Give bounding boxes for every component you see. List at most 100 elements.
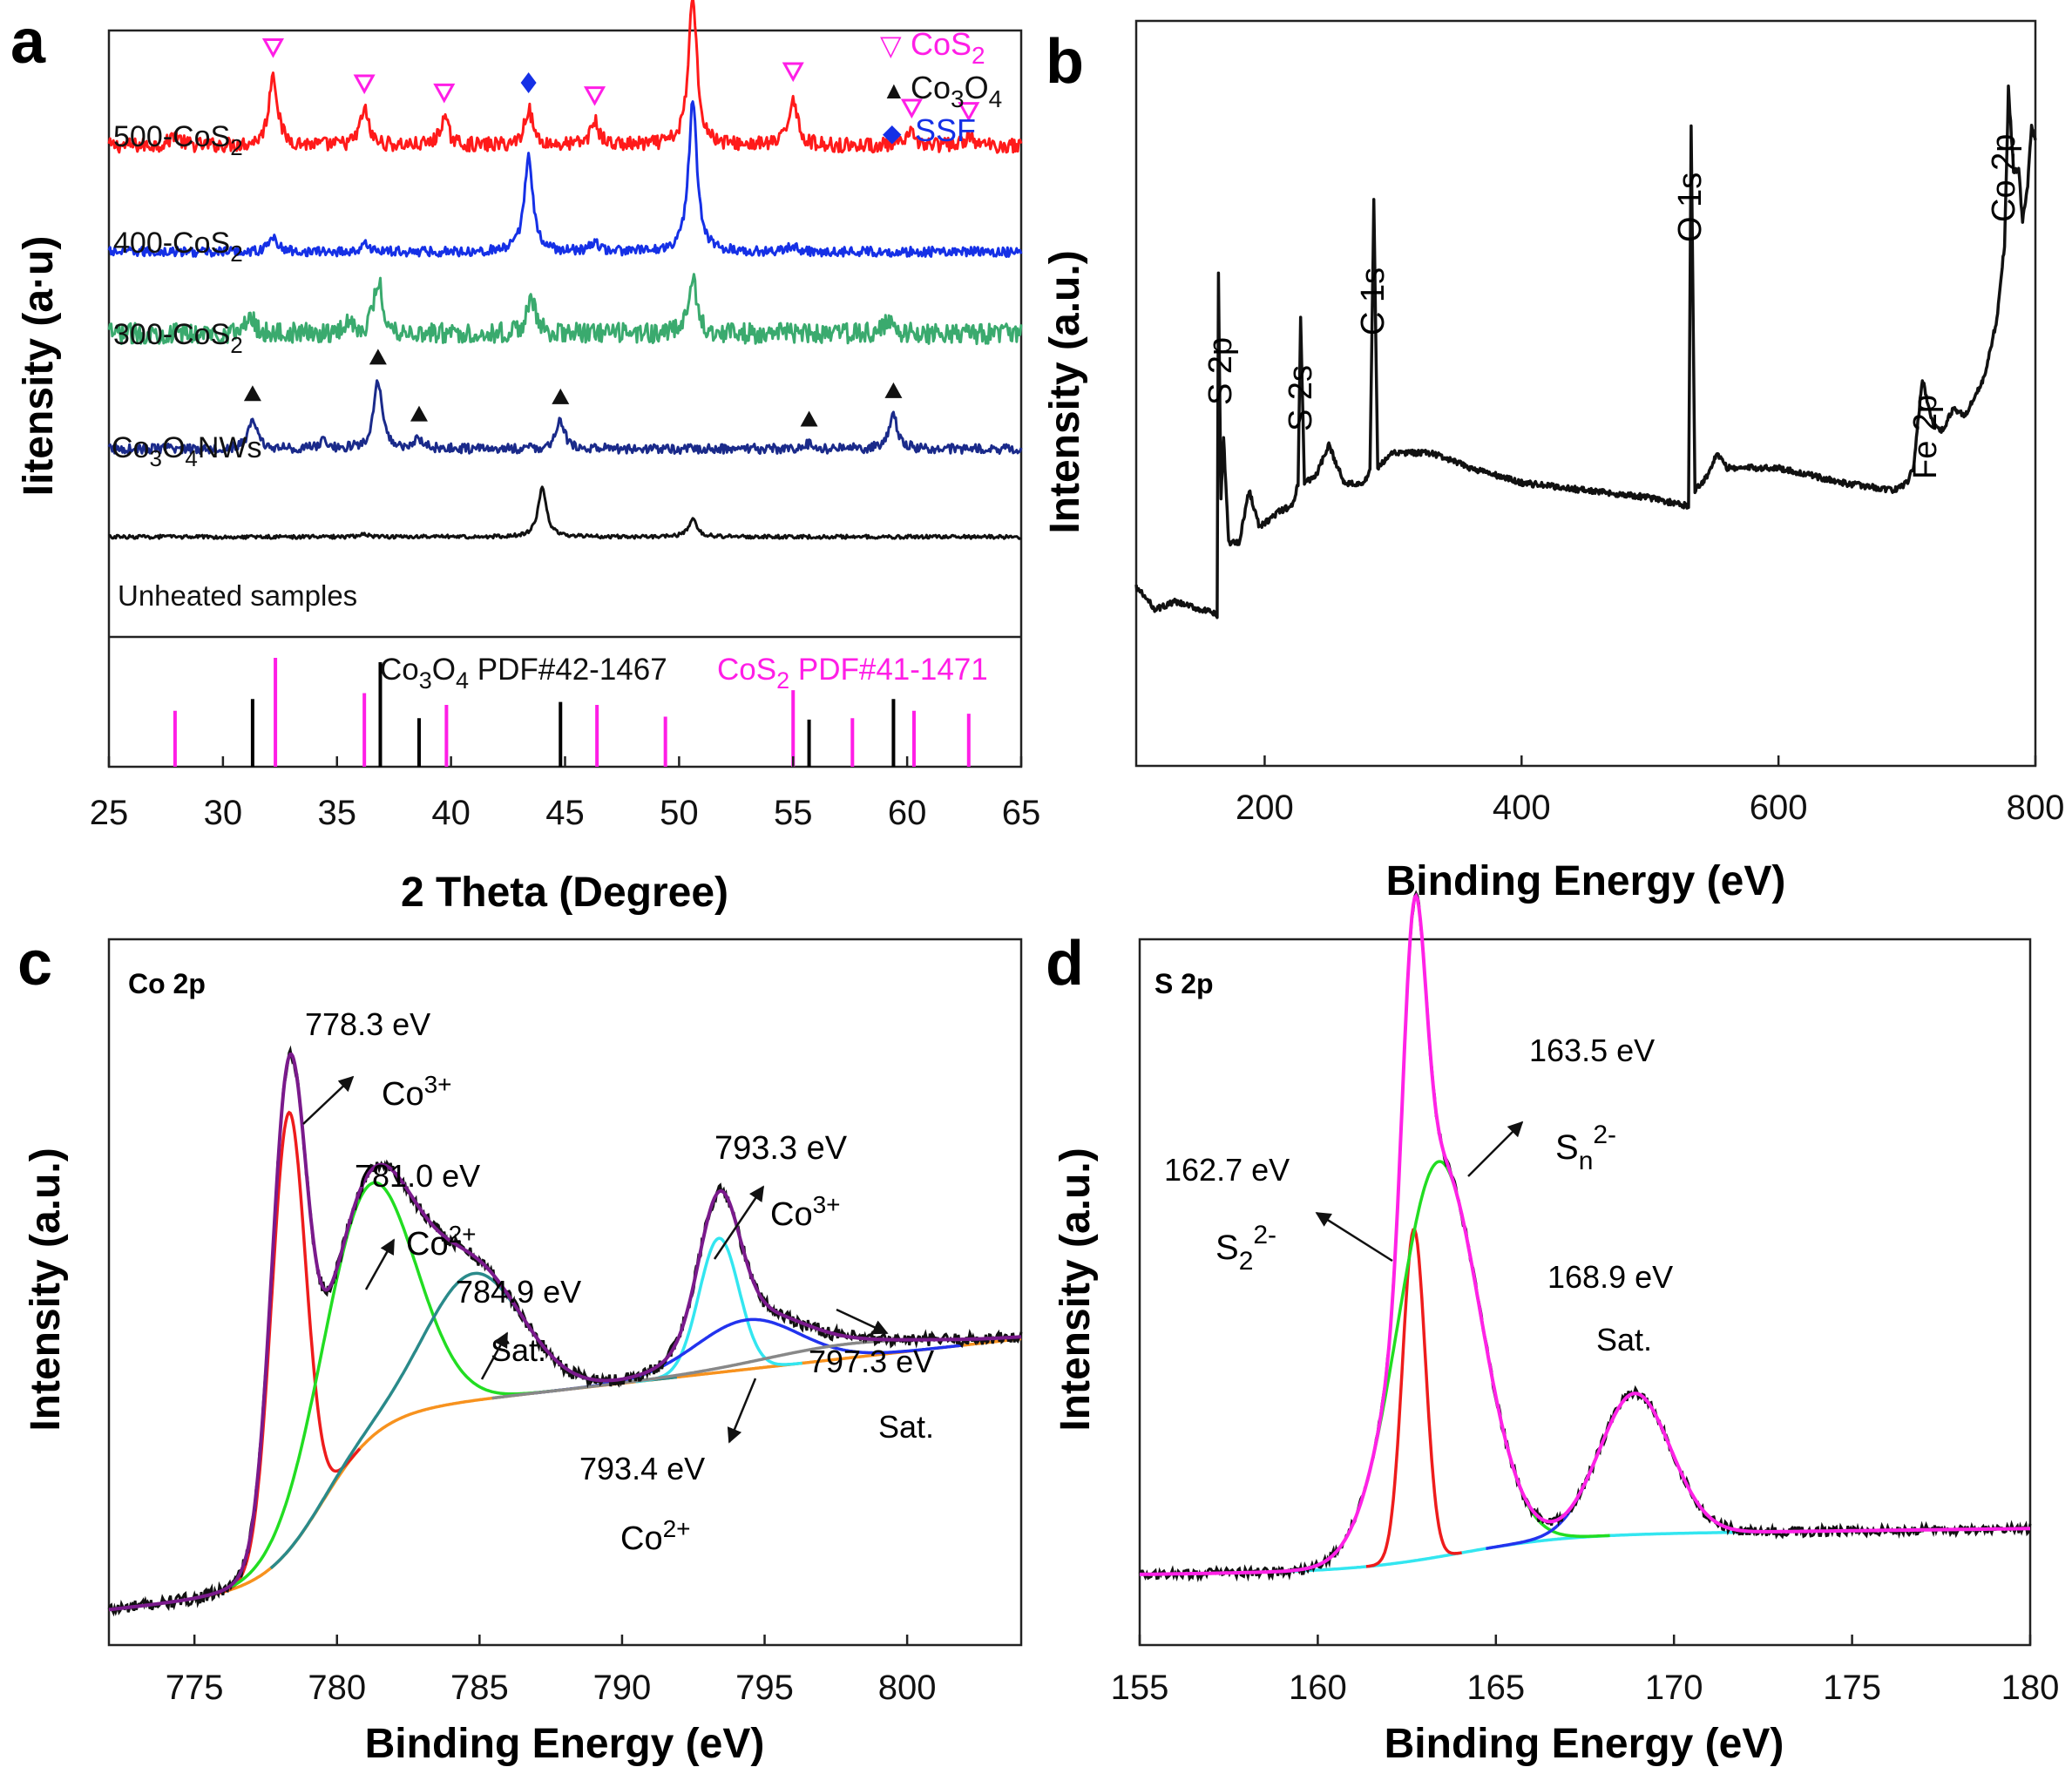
co3o4-marker [410, 405, 428, 422]
panel-a-y-axis-label: Iitensity (a·u) [16, 236, 62, 497]
fit-envelope [1140, 892, 2030, 1576]
cos2-marker [583, 86, 606, 106]
panel-c-y-axis-label: Intensity (a.u.) [23, 1148, 69, 1431]
fit-component-0 [1365, 1228, 1462, 1568]
cos2-marker [261, 37, 285, 58]
panel-b-y-axis-label: Intensity (a.u.) [1042, 250, 1088, 533]
panel-b-letter: b [1046, 27, 1084, 97]
pattern-2 [107, 273, 1023, 346]
co3o4-marker [369, 349, 387, 365]
sample-label-400: 400-CoS2 [113, 227, 243, 267]
legend-cos2-marker: ▽ [880, 30, 902, 61]
sample-label-300: 300-CoS2 [113, 318, 243, 358]
panel-a-xrd: a 25 30 35 40 45 50 55 60 65 500-CoS2 400-CoS2 3… [10, 0, 1040, 916]
panel-a-x-axis-label: 2 Theta (Degree) [401, 870, 728, 916]
panel-d-y-axis-label: Intensity (a.u.) [1053, 1148, 1099, 1431]
panel-d-fit-curves [1138, 890, 2032, 1583]
peak-label-o1s: O 1s [1672, 173, 1709, 242]
cos2-marker [900, 98, 923, 119]
c-series-x-tick-label: 800 [878, 1669, 937, 1707]
b-x-tick-label: 600 [1750, 789, 1808, 827]
c-arrow-793-3 [713, 1185, 765, 1260]
a-x-tick-label: 30 [204, 794, 243, 832]
c-arrow-778 [302, 1075, 355, 1125]
panel-d-x-axis-label: Binding Energy (eV) [1385, 1721, 1784, 1767]
panel-c-frame [107, 938, 1023, 1647]
legend-co3o4-label: Co3O4 [911, 70, 1002, 112]
d-series-x-tick-label: 160 [1289, 1669, 1347, 1707]
c-label-778-species: Co3+ [382, 1071, 452, 1113]
legend-ssf-label: SSF [915, 112, 976, 148]
panel-c-title: Co 2p [128, 968, 206, 999]
a-x-tick-label: 65 [1002, 794, 1041, 832]
pattern-0 [107, 0, 1023, 154]
panel-d-x-ticks: 155 160 165 170 175 180 [1111, 1635, 2060, 1707]
reference-label-co3o4: Co3O4 PDF#42-1467 [380, 653, 667, 694]
cos2-marker [958, 102, 980, 122]
a-x-tick-label: 60 [888, 794, 927, 832]
sample-label-co3o4-nws: Co3O4NWs [112, 431, 262, 471]
a-x-tick-label: 55 [774, 794, 813, 832]
c-arrow-781 [364, 1238, 396, 1290]
sample-label-unheated: Unheated samples [118, 579, 357, 612]
panel-a-peak-markers [243, 37, 980, 427]
d-series-x-tick-label: 175 [1823, 1669, 1881, 1707]
b-x-tick-label: 400 [1493, 789, 1551, 827]
co3o4-marker [884, 382, 903, 398]
sample-label-500: 500-CoS2 [113, 120, 243, 160]
co3o4-marker [552, 388, 570, 404]
d-label-162-energy: 162.7 eV [1164, 1152, 1290, 1188]
a-x-tick-label: 50 [660, 794, 699, 832]
a-x-tick-label: 45 [545, 794, 585, 832]
d-arrow-162 [1315, 1211, 1393, 1263]
c-series-x-tick-label: 785 [450, 1669, 509, 1707]
panel-b-frame [1134, 19, 2037, 768]
c-label-778-energy: 778.3 eV [305, 1006, 430, 1042]
d-series-x-tick-label: 165 [1466, 1669, 1525, 1707]
cos2-marker [433, 83, 456, 104]
panel-b-x-ticks: 200 400 600 800 [1236, 755, 2064, 827]
c-label-785-energy: 784.9 eV [456, 1274, 581, 1310]
d-label-163-energy: 163.5 eV [1529, 1033, 1655, 1068]
d-label-162-species: S22- [1215, 1221, 1276, 1276]
panel-a-legend: ▽ CoS2 ▲ Co3O4 ◆ SSF [880, 26, 1002, 148]
d-label-163-species: Sn2- [1555, 1121, 1616, 1175]
fit-component-2 [269, 1271, 677, 1570]
d-series-x-tick-label: 180 [2001, 1669, 2060, 1707]
panel-c-x-axis-label: Binding Energy (eV) [365, 1721, 765, 1767]
cos2-marker [782, 62, 804, 83]
panel-c-co2p: c 775 780 785 790 795 800 Co 2p 778.3 eV Co3+… [17, 929, 1023, 1767]
c-series-x-tick-label: 775 [166, 1669, 224, 1707]
ssf-marker [520, 71, 537, 93]
panel-d-title: S 2p [1154, 968, 1214, 999]
c-arrow-785 [480, 1331, 509, 1380]
d-series-x-tick-label: 155 [1111, 1669, 1169, 1707]
panel-b-survey: b 200 400 600 800 S 2p S 2s C 1s O 1s Fe 2p… [1042, 19, 2064, 904]
peak-label-co2p: Co 2p [1986, 134, 2022, 222]
d-label-168-energy: 168.9 eV [1547, 1259, 1673, 1295]
panel-d-s2p: d 155 160 165 170 175 180 S 2p 162.7 eV S22- … [1046, 890, 2060, 1767]
c-series-x-tick-label: 790 [593, 1669, 652, 1707]
reference-label-cos2: CoS2 PDF#41-1471 [717, 653, 988, 694]
c-label-781-energy: 781.0 eV [355, 1158, 480, 1194]
c-series-x-tick-label: 795 [735, 1669, 794, 1707]
c-arrow-797 [836, 1308, 889, 1335]
a-x-tick-label: 40 [431, 794, 471, 832]
peak-label-fe2p: Fe 2p [1907, 395, 1944, 479]
fit-component-2 [1486, 1391, 1784, 1550]
c-label-793-3-species: Co3+ [770, 1191, 841, 1233]
panel-d-frame [1138, 938, 2032, 1647]
panel-b-x-axis-label: Binding Energy (eV) [1386, 858, 1786, 904]
c-series-x-tick-label: 780 [308, 1669, 366, 1707]
panel-b-survey-spectrum [1134, 84, 2037, 620]
panel-a-patterns [107, 0, 1023, 540]
survey-spectrum-line [1134, 84, 2037, 620]
d-series-x-tick-label: 170 [1645, 1669, 1703, 1707]
panel-d-letter: d [1046, 929, 1084, 999]
fit-component-1 [1268, 1160, 1610, 1574]
cos2-marker [353, 74, 376, 95]
c-label-793-3-energy: 793.3 eV [714, 1130, 848, 1167]
panel-c-fit-curves [107, 1045, 1023, 1617]
d-arrow-163 [1467, 1121, 1524, 1177]
